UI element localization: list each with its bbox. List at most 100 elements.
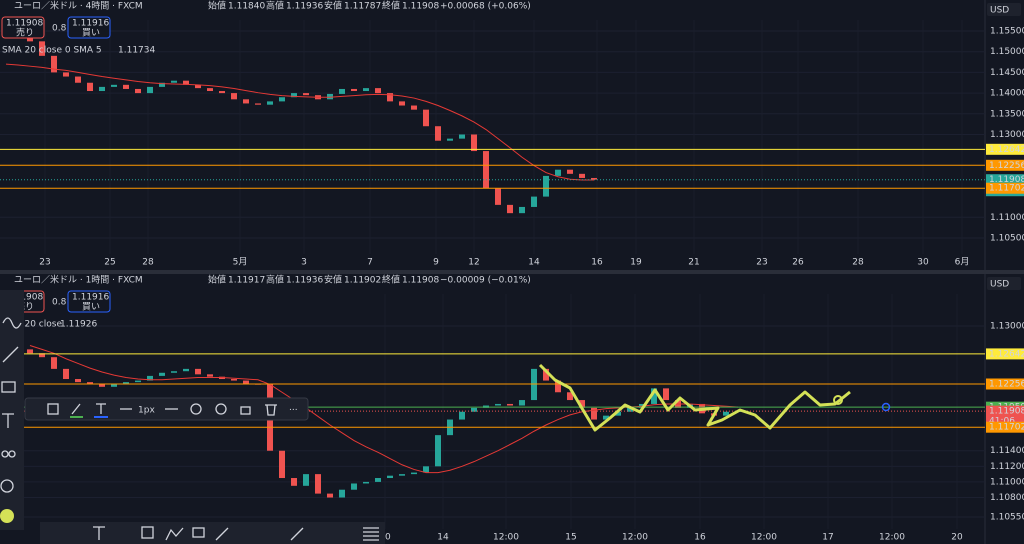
time-label: 30 [917, 258, 929, 268]
candle [471, 407, 477, 412]
currency-box [987, 277, 1021, 290]
price-label-bg [986, 378, 1024, 390]
icon[interactable] [2, 346, 19, 363]
candle [603, 415, 609, 420]
candle [579, 173, 585, 178]
candle [507, 403, 513, 406]
more[interactable]: ··· [289, 406, 298, 416]
price-tick-label: 1.13000 [990, 130, 1024, 140]
candle [651, 388, 657, 404]
price-tick-label: 1.10550 [990, 513, 1024, 523]
icon[interactable] [290, 527, 304, 541]
icon[interactable] [0, 509, 14, 523]
icon[interactable] [2, 413, 14, 428]
candle [411, 472, 417, 475]
price-label-bg [986, 421, 1024, 433]
icon[interactable] [1, 450, 9, 458]
time-label: 12:00 [622, 533, 648, 543]
candle [99, 384, 105, 387]
price-tick-label: 1.15500 [990, 27, 1024, 37]
currency: USD [990, 280, 1009, 290]
candle [75, 76, 81, 83]
candle [459, 134, 465, 139]
time-label: 20 [951, 533, 963, 543]
icon[interactable] [8, 450, 16, 458]
candle [459, 411, 465, 420]
price-tick-label: 1.10800 [990, 493, 1024, 503]
icon[interactable] [165, 527, 184, 541]
icon[interactable] [0, 479, 14, 493]
symbol: ユーロ／米ドル · 1時間 · FXCM [14, 274, 143, 286]
candle [327, 93, 333, 100]
icon[interactable] [141, 526, 154, 539]
indicator-name: SMA 20 close 0 SMA 5 [2, 46, 102, 56]
buy-button[interactable] [67, 16, 111, 39]
ohlc: 1.11936 [286, 2, 323, 12]
candle [663, 388, 669, 401]
candle [555, 380, 561, 393]
candle [63, 72, 69, 77]
price-label: 1.11908 [989, 407, 1024, 417]
sell-button[interactable] [1, 16, 45, 39]
time-label: 17 [822, 533, 833, 543]
buy-button[interactable] [67, 290, 111, 313]
candle [231, 379, 237, 381]
time-label: 00 [379, 533, 391, 543]
time-label: 14 [528, 258, 540, 268]
freehand-line[interactable] [538, 363, 851, 432]
candle [291, 93, 297, 98]
buy-label: 買い [82, 28, 100, 39]
candle [195, 368, 201, 375]
icon[interactable] [47, 403, 59, 415]
icon[interactable] [1, 381, 16, 393]
candle [135, 380, 141, 383]
time-label: 3 [301, 258, 307, 268]
candle [327, 493, 333, 498]
icon[interactable] [265, 404, 277, 416]
candle [303, 474, 309, 486]
icon[interactable] [240, 406, 251, 415]
candle [555, 169, 561, 176]
icon[interactable] [215, 403, 227, 415]
candle [255, 103, 261, 105]
candle [111, 84, 117, 87]
icon[interactable] [96, 403, 106, 414]
icon[interactable] [215, 527, 229, 541]
buy-price: 1.11916 [72, 19, 109, 29]
indicator-value: 1.11734 [118, 46, 155, 56]
candle [363, 481, 369, 484]
candle [591, 407, 597, 420]
ohlc: −0.00009 (−0.01%) [440, 276, 531, 286]
icon[interactable] [93, 526, 105, 540]
candle [183, 80, 189, 85]
price-label: 1.12256 [989, 161, 1024, 171]
candle [87, 382, 93, 385]
icon[interactable] [192, 527, 205, 538]
price-tick-label: 1.11000 [990, 213, 1024, 223]
candle [63, 368, 69, 380]
candle [279, 97, 285, 102]
candle [339, 489, 345, 498]
candle [531, 196, 537, 207]
anchor[interactable] [833, 395, 843, 405]
candle [351, 483, 357, 490]
ohlc: 終値 [382, 274, 400, 286]
anchor[interactable] [881, 402, 891, 412]
icon[interactable] [71, 403, 81, 415]
candle [351, 88, 357, 92]
buy-label: 買い [82, 302, 100, 313]
icon[interactable] [190, 403, 202, 415]
candle [87, 82, 93, 92]
candle [75, 379, 81, 383]
candle [267, 101, 273, 105]
price-label-bg [986, 143, 1024, 155]
line-width[interactable]: 1px [138, 406, 155, 416]
time-label: 6月 [955, 257, 970, 268]
price-label: 1.11908 [989, 175, 1024, 185]
sell-price: 1.11908 [6, 293, 43, 303]
candle [375, 478, 381, 482]
price-tick-label: 1.13000 [990, 322, 1024, 332]
icon[interactable] [363, 527, 379, 541]
icon[interactable] [2, 317, 22, 329]
